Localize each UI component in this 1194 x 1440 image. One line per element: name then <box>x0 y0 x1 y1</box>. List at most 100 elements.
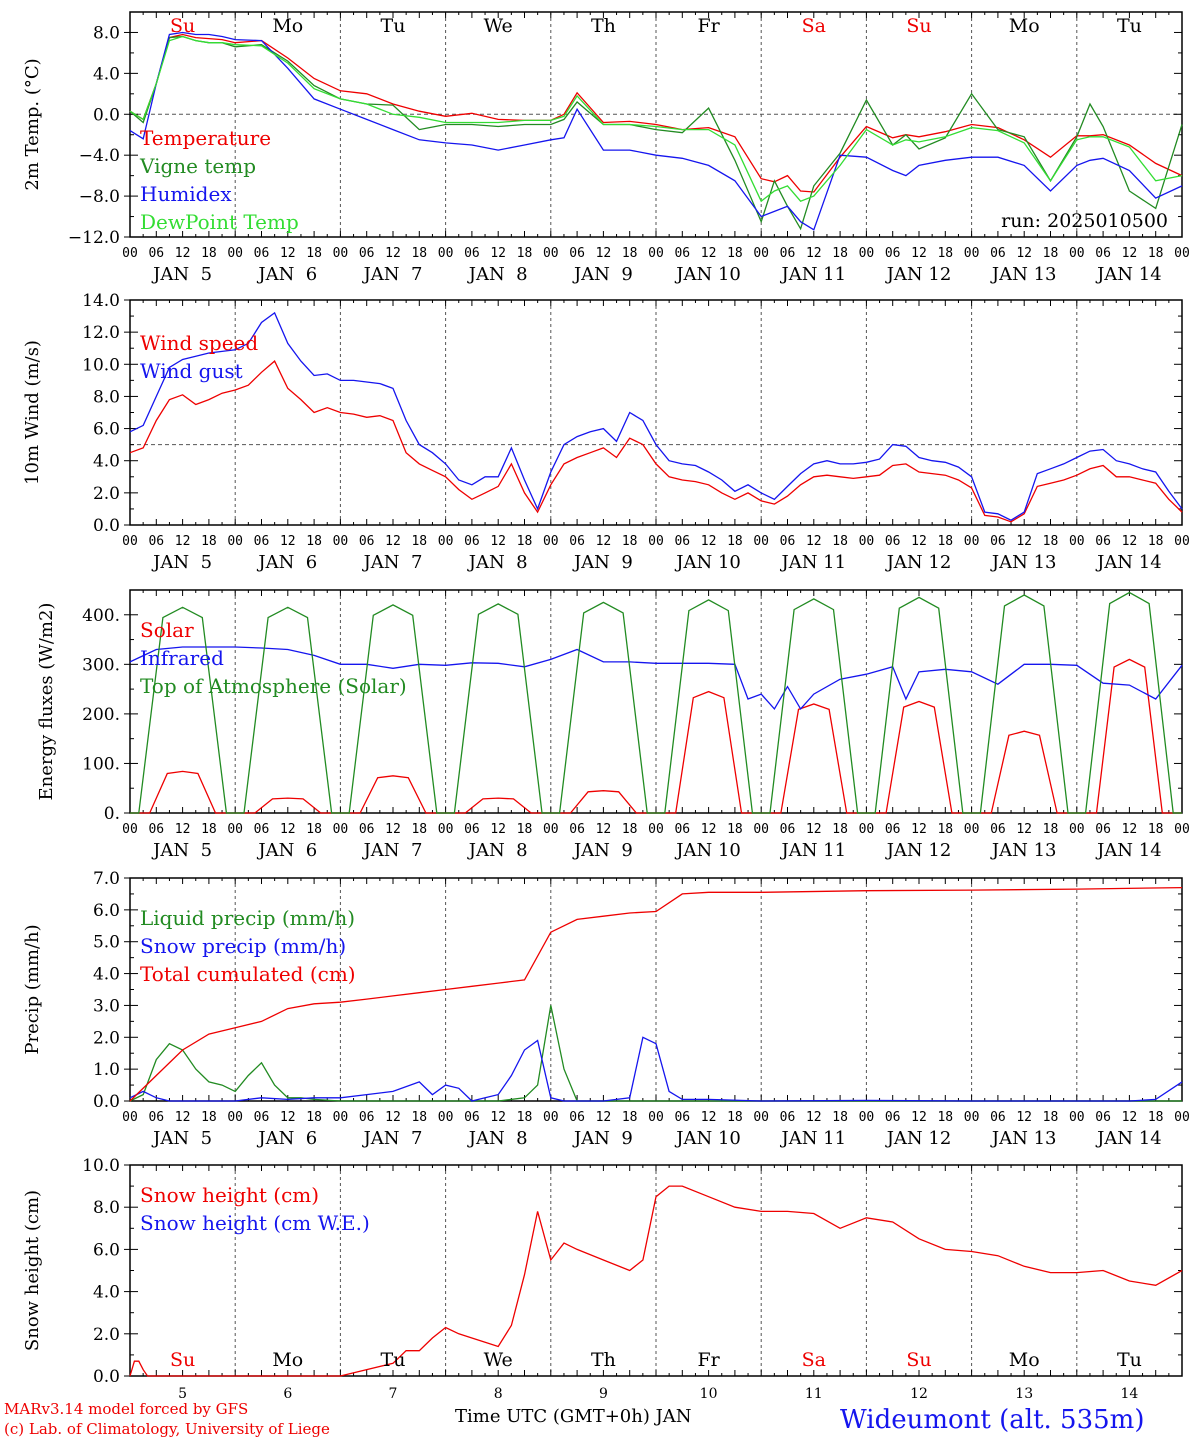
hour-tick-label: 00 <box>1174 822 1190 837</box>
y-tick-label: 0.0 <box>93 1092 120 1112</box>
hour-tick-label: 00 <box>122 246 138 261</box>
hour-tick-label: 12 <box>596 534 612 549</box>
hour-tick-label: 06 <box>148 534 164 549</box>
date-label: JAN 10 <box>674 1128 741 1149</box>
y-tick-label: 4.0 <box>93 1283 120 1303</box>
hour-tick-label: 18 <box>1148 1110 1164 1125</box>
date-label: JAN 5 <box>151 264 212 285</box>
series-line <box>129 31 1183 231</box>
hour-tick-label: 00 <box>438 822 454 837</box>
hour-tick-label: 18 <box>1043 1110 1059 1125</box>
hour-tick-label: 00 <box>333 822 349 837</box>
date-label: JAN 6 <box>256 1128 317 1149</box>
y-axis-label: Energy fluxes (W/m2) <box>36 603 57 801</box>
hour-tick-label: 18 <box>517 246 533 261</box>
y-tick-label: 2.0 <box>93 1325 120 1345</box>
hour-tick-label: 06 <box>990 1110 1006 1125</box>
hour-tick-label: 12 <box>806 1110 822 1125</box>
hour-tick-label: 00 <box>753 246 769 261</box>
hour-tick-label: 06 <box>254 822 270 837</box>
y-tick-label: 2.0 <box>93 1028 120 1048</box>
hour-tick-label: 00 <box>333 246 349 261</box>
hour-tick-label: 12 <box>175 534 191 549</box>
date-label: JAN 5 <box>151 1128 212 1149</box>
day-name: Mo <box>1009 1349 1040 1371</box>
day-name: Mo <box>272 15 303 37</box>
hour-tick-label: 18 <box>622 822 638 837</box>
hour-tick-label: 06 <box>569 1110 585 1125</box>
hour-tick-label: 00 <box>438 246 454 261</box>
legend-entry: Wind gust <box>140 359 243 383</box>
hour-tick-label: 00 <box>648 1110 664 1125</box>
y-tick-label: 14.0 <box>82 291 120 311</box>
hour-tick-label: 18 <box>622 246 638 261</box>
date-label: JAN 11 <box>780 840 847 861</box>
hour-tick-label: 00 <box>1174 246 1190 261</box>
legend-entry: Snow precip (mm/h) <box>140 934 346 958</box>
hour-tick-label: 00 <box>1174 1110 1190 1125</box>
hour-tick-label: 06 <box>464 1110 480 1125</box>
hour-tick-label: 12 <box>1016 246 1032 261</box>
day-name: Tu <box>381 1349 406 1371</box>
hour-tick-label: 00 <box>438 534 454 549</box>
hour-tick-label: 00 <box>648 822 664 837</box>
hour-tick-label: 18 <box>306 822 322 837</box>
y-tick-label: 6.0 <box>93 901 120 921</box>
hour-tick-label: 06 <box>990 534 1006 549</box>
hour-tick-label: 12 <box>1122 534 1138 549</box>
y-tick-label: 5.0 <box>93 933 120 953</box>
day-name: Fr <box>697 1349 720 1371</box>
hour-tick-label: 18 <box>727 534 743 549</box>
hour-tick-label: 18 <box>411 534 427 549</box>
date-label: JAN 13 <box>990 264 1057 285</box>
hour-tick-label: 18 <box>411 822 427 837</box>
date-label: JAN 6 <box>256 840 317 861</box>
hour-tick-label: 00 <box>859 822 875 837</box>
y-tick-label: 10.0 <box>82 355 120 375</box>
day-number: 9 <box>599 1386 608 1402</box>
day-number: 5 <box>178 1386 187 1402</box>
hour-tick-label: 12 <box>385 822 401 837</box>
hour-tick-label: 00 <box>1069 822 1085 837</box>
hour-tick-label: 00 <box>1069 534 1085 549</box>
date-label: JAN 5 <box>151 552 212 573</box>
panel-3: 400. 300. 200. 100. 0. Energy fluxes (W/m2) 00… <box>36 589 1190 861</box>
hour-tick-label: 00 <box>859 246 875 261</box>
day-number: 7 <box>389 1386 398 1402</box>
hour-tick-label: 06 <box>1095 822 1111 837</box>
date-label: JAN 8 <box>467 264 528 285</box>
hour-tick-label: 12 <box>806 534 822 549</box>
hour-tick-label: 06 <box>254 246 270 261</box>
hour-tick-label: 00 <box>964 534 980 549</box>
hour-tick-label: 12 <box>280 534 296 549</box>
date-label: JAN 14 <box>1095 1128 1162 1149</box>
hour-tick-label: 12 <box>490 246 506 261</box>
y-tick-label: 100. <box>82 754 120 774</box>
series-line <box>129 35 1183 203</box>
y-tick-label: 4.0 <box>93 64 120 84</box>
day-name: We <box>484 1349 513 1371</box>
hour-tick-label: 00 <box>753 822 769 837</box>
hour-tick-label: 00 <box>227 534 243 549</box>
hour-tick-label: 00 <box>753 534 769 549</box>
hour-tick-label: 18 <box>411 246 427 261</box>
hour-tick-label: 18 <box>1148 822 1164 837</box>
date-label: JAN 8 <box>467 552 528 573</box>
legend-entry: Infrared <box>140 646 224 670</box>
hour-tick-label: 00 <box>122 534 138 549</box>
date-label: JAN 9 <box>572 840 633 861</box>
hour-tick-label: 12 <box>596 822 612 837</box>
y-tick-label: 4.0 <box>93 452 120 472</box>
hour-tick-label: 18 <box>727 1110 743 1125</box>
date-label: JAN 12 <box>885 264 952 285</box>
hour-tick-label: 00 <box>438 1110 454 1125</box>
y-axis-label: 2m Temp. (°C) <box>22 58 43 190</box>
hour-tick-label: 00 <box>543 534 559 549</box>
y-tick-label: 0.0 <box>93 516 120 536</box>
hour-tick-label: 00 <box>227 246 243 261</box>
legend-entry: Snow height (cm) <box>140 1183 319 1207</box>
legend-entry: Snow height (cm W.E.) <box>140 1211 370 1235</box>
day-number: 14 <box>1120 1386 1138 1402</box>
hour-tick-label: 12 <box>911 246 927 261</box>
